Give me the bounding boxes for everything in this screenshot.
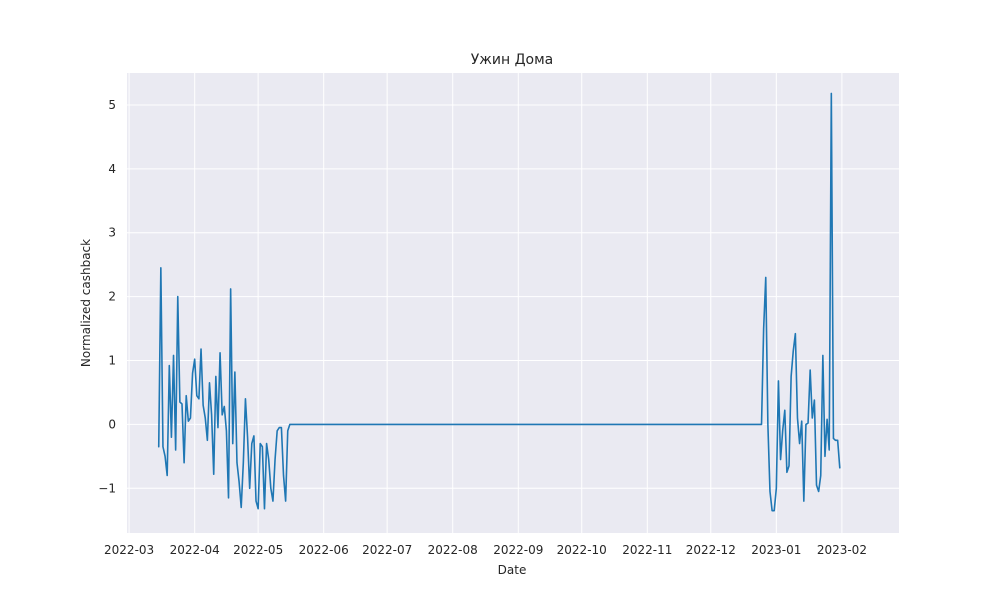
x-tick-label: 2022-06 (299, 543, 349, 557)
x-tick-label: 2022-04 (170, 543, 220, 557)
x-tick-label: 2022-05 (233, 543, 283, 557)
y-tick-label: 2 (108, 290, 116, 304)
y-tick-label: −1 (98, 481, 116, 495)
x-tick-label: 2022-09 (493, 543, 543, 557)
series-group (157, 92, 841, 512)
y-tick-label: 3 (108, 226, 116, 240)
series-line (157, 92, 841, 512)
x-tick-label: 2022-12 (686, 543, 736, 557)
plot-area (127, 73, 899, 533)
x-tick-label: 2022-03 (104, 543, 154, 557)
y-tick-label: 5 (108, 98, 116, 112)
x-tick-label: 2023-01 (751, 543, 801, 557)
y-axis-label: Normalized cashback (79, 239, 93, 367)
x-tick-label: 2022-11 (622, 543, 672, 557)
x-tick-label: 2022-08 (428, 543, 478, 557)
x-tick-label: 2023-02 (817, 543, 867, 557)
y-axis-ticks: −1 0 1 2 3 4 5 (98, 98, 116, 495)
x-axis-label: Date (498, 563, 527, 577)
x-axis-ticks: 2022-03 2022-04 2022-05 2022-06 2022-07 2022-… (104, 543, 867, 557)
y-tick-label: 1 (108, 354, 116, 368)
chart-title: Ужин Дома (471, 52, 554, 68)
x-tick-label: 2022-07 (362, 543, 412, 557)
y-tick-label: 4 (108, 162, 116, 176)
x-tick-label: 2022-10 (557, 543, 607, 557)
y-tick-label: 0 (108, 417, 116, 431)
